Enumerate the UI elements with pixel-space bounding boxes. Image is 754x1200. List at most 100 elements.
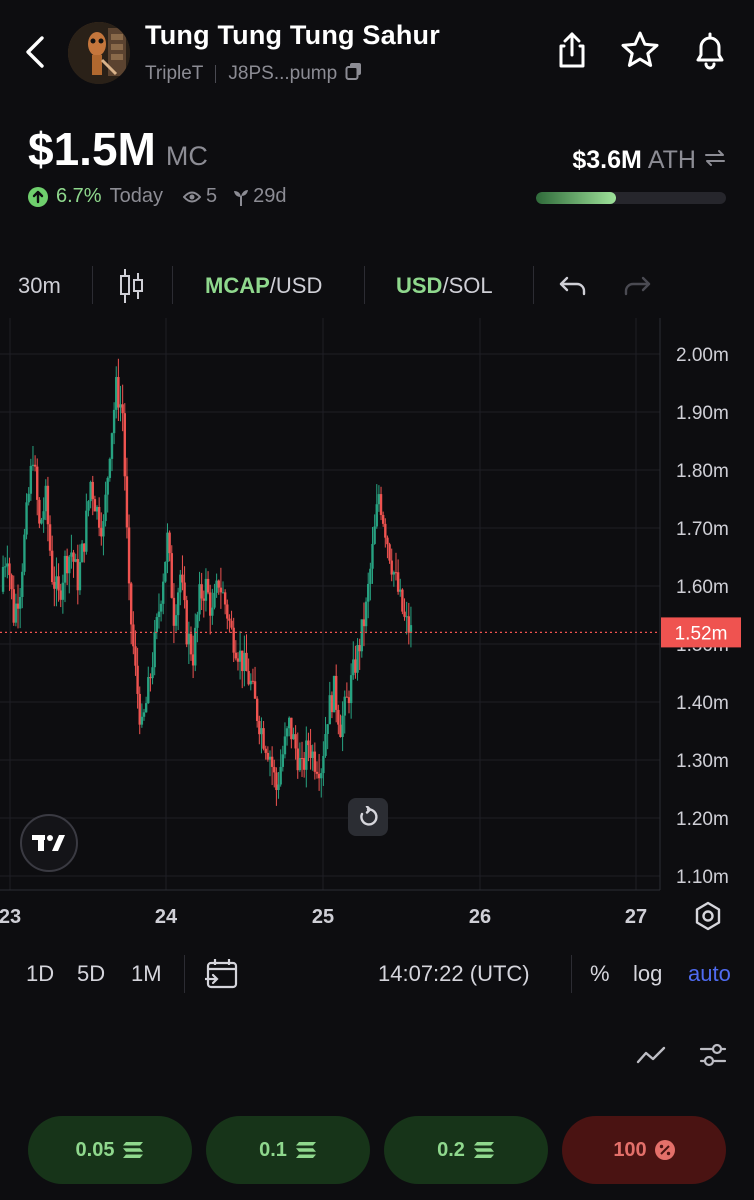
candle-body [204,578,208,601]
alerts-button[interactable] [688,28,732,72]
mcap-quote: /USD [269,273,323,298]
date-range-button[interactable] [205,944,239,1004]
candle-body [317,773,321,779]
sliders-icon [699,1043,727,1067]
candle-body [298,758,302,771]
favorite-button[interactable] [618,28,662,72]
candle-body [315,771,319,774]
quick-buy-0-2[interactable]: 0.2 [384,1116,548,1184]
share-icon [559,32,585,68]
candle-body [352,659,355,676]
candlestick-chart[interactable]: 2.00m1.90m1.80m1.70m1.60m1.50m1.40m1.30m… [0,318,754,938]
candle-body [70,552,73,557]
candle-body [379,494,383,515]
bell-icon [696,32,724,70]
reset-chart-button[interactable] [348,798,388,836]
range-5d[interactable]: 5D [77,961,106,986]
candle-body [125,476,129,528]
candle-body [63,555,67,583]
x-tick-label: 26 [469,906,491,928]
candle-body [362,619,366,627]
candle-body [151,667,154,679]
candle-body [132,624,135,647]
log-toggle[interactable]: log [633,961,663,986]
candle-body [332,675,336,713]
range-1d[interactable]: 1D [26,961,55,986]
candle-body [76,559,80,591]
swap-icon[interactable] [704,148,726,168]
undo-button[interactable] [558,258,588,314]
candle-body [8,563,11,576]
indicators-button[interactable] [636,1040,666,1070]
quick-buy-0-1[interactable]: 0.1 [206,1116,370,1184]
y-tick-label: 1.60m [676,577,729,598]
interval-selector[interactable]: 30m [18,273,61,298]
candle-body [136,665,139,694]
candle-body [123,413,126,477]
copy-address-button[interactable] [345,62,363,86]
candle-body [337,709,340,725]
share-button[interactable] [550,28,594,72]
candle-body [155,617,159,633]
mcap-usd-toggle[interactable]: MCAP/USD [205,258,322,314]
y-tick-label: 1.80m [676,461,729,482]
candle-body [264,748,267,753]
redo-button[interactable] [622,258,652,314]
price-chart[interactable]: 2.00m1.90m1.80m1.70m1.60m1.50m1.40m1.30m… [0,318,754,938]
candle-body [232,627,235,653]
copy-icon [345,63,362,80]
x-tick-label: 25 [312,906,334,928]
x-tick-label: 27 [625,906,647,928]
candle-body [6,563,9,567]
candle-body [358,645,361,652]
candle-body [401,589,404,612]
candle-body [384,523,387,538]
candle-body [279,766,282,785]
candle-body [292,734,295,740]
chart-type-button[interactable] [116,258,146,314]
candle-body [313,751,317,772]
token-logo-icon [68,22,130,84]
chart-options-button[interactable] [698,1040,728,1070]
undo-icon [559,276,586,296]
change-period: Today [109,185,163,207]
candle-body [102,521,105,537]
candle-body [300,758,304,760]
candle-body [138,693,141,725]
candle-body [219,587,223,593]
star-icon [621,31,659,67]
candle-body [305,740,308,770]
quick-sell-100-percent[interactable]: 100 [562,1116,726,1184]
candle-body [89,481,92,502]
candle-body [409,625,413,633]
divider [184,955,185,993]
percent-toggle[interactable]: % [590,961,610,986]
auto-toggle[interactable]: auto [688,961,731,986]
candle-body [356,645,359,673]
candle-body [302,758,306,770]
candle-body [324,734,327,756]
back-button[interactable] [20,32,50,72]
chart-settings-button[interactable] [692,900,724,932]
candle-body [200,584,203,599]
candle-body [275,772,278,791]
tradingview-logo[interactable] [20,814,78,872]
candle-body [309,745,312,758]
candle-body [57,576,60,591]
candle-body [166,532,169,562]
solana-icon [123,1142,144,1158]
candle-body [115,377,118,410]
usd-sol-toggle[interactable]: USD/SOL [396,258,493,314]
candle-body [108,458,112,478]
candle-body [159,603,163,612]
candle-body [40,519,43,524]
candle-body [211,607,214,616]
token-subtitle: TripleT J8PS...pump [145,62,363,86]
candle-body [371,543,374,569]
token-address: J8PS...pump [228,63,338,84]
quick-buy-0-05[interactable]: 0.05 [28,1116,192,1184]
mcap-label: MCAP [205,273,270,298]
candle-body [360,619,364,652]
candle-body [341,715,344,738]
range-1m[interactable]: 1M [131,961,162,986]
